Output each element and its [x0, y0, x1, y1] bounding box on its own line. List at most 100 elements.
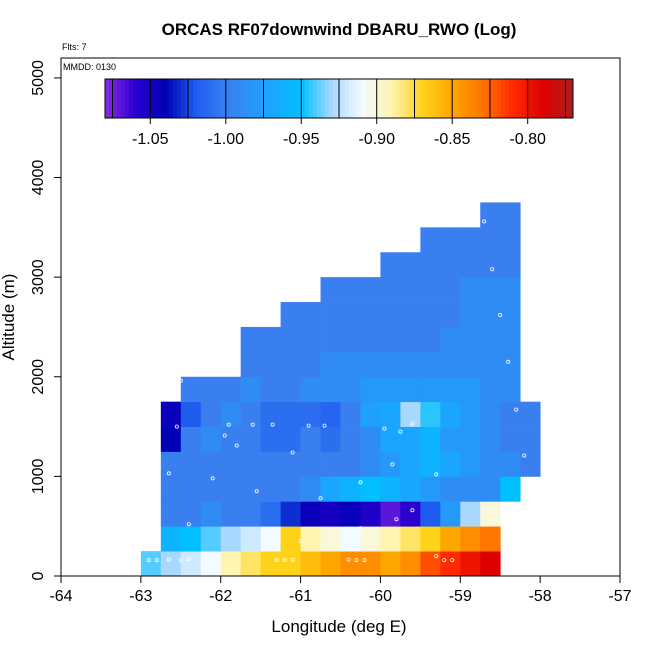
colorbar-segment	[297, 79, 302, 118]
colorbar-segment	[429, 79, 434, 118]
heatmap-cell	[440, 401, 461, 427]
y-tick-label: 4000	[30, 160, 47, 196]
heatmap-cell	[240, 551, 262, 577]
heatmap-cell	[140, 551, 162, 577]
sample-point	[390, 462, 395, 467]
colorbar-segment	[509, 79, 514, 118]
heatmap-cell	[260, 426, 281, 452]
heatmap-cell	[400, 376, 421, 403]
colorbar-segment	[249, 79, 254, 118]
heatmap-cell	[260, 376, 281, 403]
colorbar-segment	[145, 79, 150, 118]
y-tick-label: 1000	[30, 458, 47, 494]
colorbar-segment	[205, 79, 210, 118]
heatmap-cell	[460, 277, 481, 303]
heatmap-cell	[180, 376, 202, 403]
colorbar-tick-label: -1.05	[132, 131, 169, 148]
heatmap-cell	[220, 376, 242, 403]
heatmap-cell	[340, 451, 361, 477]
y-tick-label: 3000	[30, 259, 47, 295]
heatmap-cell	[180, 451, 202, 477]
heatmap-cell	[160, 501, 182, 527]
heatmap-cell	[480, 227, 501, 253]
colorbar-segment	[369, 79, 374, 118]
heatmap-cell	[420, 277, 441, 303]
sample-point	[514, 407, 519, 412]
colorbar-segment	[333, 79, 338, 118]
heatmap-cell	[280, 326, 301, 353]
heatmap-cell	[360, 426, 381, 452]
colorbar-segment	[517, 79, 522, 118]
colorbar-segment	[373, 79, 378, 118]
colorbar-segment	[397, 79, 402, 118]
heatmap-cell	[340, 326, 361, 353]
heatmap-cell	[400, 302, 421, 328]
sample-point	[174, 424, 179, 429]
heatmap-cells	[140, 202, 541, 577]
colorbar-segment	[125, 79, 130, 118]
colorbar-segment	[137, 79, 142, 118]
heatmap-cell	[440, 551, 461, 577]
colorbar-segment	[317, 79, 322, 118]
heatmap-cell	[320, 501, 341, 527]
sample-point	[154, 558, 159, 563]
colorbar-segment	[345, 79, 350, 118]
heatmap-cell	[480, 476, 501, 502]
heatmap-cell	[420, 401, 441, 427]
heatmap-cell	[340, 501, 361, 527]
heatmap-cell	[240, 476, 262, 502]
colorbar-segment	[285, 79, 290, 118]
heatmap-cell	[300, 326, 321, 353]
heatmap-cell	[160, 551, 182, 577]
colorbar-tick-label: -0.90	[359, 131, 396, 148]
heatmap-cell	[200, 451, 222, 477]
colorbar-segment	[469, 79, 474, 118]
heatmap-cell	[200, 426, 222, 452]
heatmap-cell	[420, 476, 441, 502]
colorbar-segment	[325, 79, 330, 118]
heatmap-cell	[300, 526, 321, 552]
colorbar-segment	[321, 79, 326, 118]
heatmap-cell	[480, 526, 501, 552]
heatmap-cell	[440, 302, 461, 328]
colorbar-segment	[133, 79, 138, 118]
heatmap-cell	[320, 476, 341, 502]
heatmap-cell	[280, 526, 301, 552]
sample-point	[270, 422, 275, 427]
colorbar-segment	[541, 79, 546, 118]
sample-point	[358, 480, 363, 485]
heatmap-cell	[500, 252, 521, 278]
sample-point	[482, 219, 487, 224]
heatmap-cell	[500, 227, 521, 253]
heatmap-cell	[340, 351, 361, 378]
heatmap-cell	[180, 476, 202, 502]
colorbar-segment	[365, 79, 370, 118]
sample-point	[490, 267, 495, 272]
y-tick-label: 5000	[30, 60, 47, 96]
colorbar-segment	[269, 79, 274, 118]
colorbar-segment	[289, 79, 294, 118]
sample-point	[306, 423, 311, 428]
heatmap-cell	[460, 551, 481, 577]
heatmap-cell	[260, 476, 281, 502]
heatmap-cell	[300, 302, 321, 328]
heatmap-cell	[340, 526, 361, 552]
colorbar-segment	[361, 79, 366, 118]
heatmap-cell	[480, 326, 501, 353]
sample-points	[142, 219, 527, 563]
sample-point	[410, 421, 415, 426]
colorbar-segment	[281, 79, 286, 118]
colorbar-segment	[381, 79, 386, 118]
heatmap-cell	[260, 526, 281, 552]
heatmap-cell	[180, 501, 202, 527]
heatmap-cell	[380, 351, 401, 378]
colorbar-segment	[201, 79, 206, 118]
heatmap-cell	[220, 476, 242, 502]
heatmap-cell	[380, 376, 401, 403]
sample-point	[142, 516, 147, 521]
sample-point	[442, 558, 447, 563]
heatmap-cell	[360, 326, 381, 353]
heatmap-cell	[160, 476, 182, 502]
x-tick-label: -59	[449, 588, 472, 605]
heatmap-cell	[420, 426, 441, 452]
